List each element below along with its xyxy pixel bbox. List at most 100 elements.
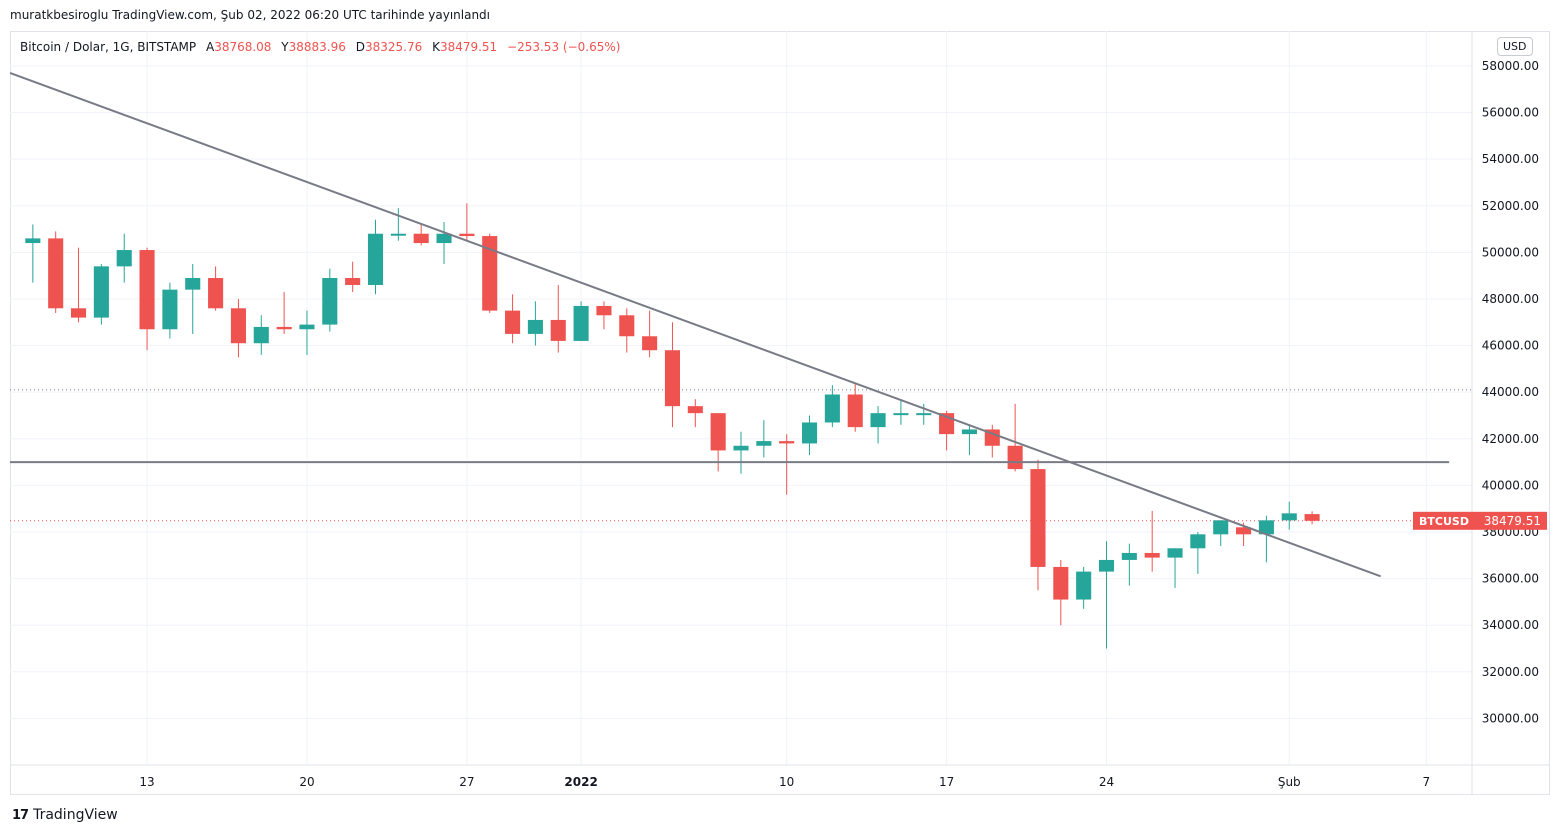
candle-body (527, 319, 543, 334)
price-tick-label: 34000.00 (1482, 618, 1539, 632)
candle-body (230, 308, 246, 344)
candle-body (322, 277, 338, 325)
candle (596, 301, 612, 330)
candle (299, 310, 315, 355)
candle-body (1121, 552, 1137, 560)
time-tick-label: 7 (1422, 775, 1430, 789)
candle-body (1236, 527, 1252, 535)
candle-body (961, 429, 977, 435)
candle-body (1304, 514, 1320, 521)
high-label: Y (281, 40, 289, 54)
candle (824, 385, 840, 428)
candle-body (70, 308, 87, 318)
candle (1121, 543, 1137, 586)
candle (984, 424, 1000, 458)
candle-body (1076, 571, 1092, 600)
candle-body (48, 238, 64, 309)
candle (1213, 520, 1229, 546)
price-tick-label: 50000.00 (1482, 245, 1539, 259)
chart-frame (10, 31, 1550, 795)
candle-body (1213, 520, 1229, 535)
candle (642, 310, 658, 358)
candle-body (345, 277, 361, 285)
open-value: 38768.08 (214, 40, 272, 54)
candle-body (1098, 559, 1115, 572)
candle (413, 224, 429, 246)
time-tick-label: 17 (939, 775, 954, 789)
candle-body (1144, 552, 1160, 558)
price-tick-label: 32000.00 (1482, 665, 1539, 679)
candle-body (139, 250, 155, 330)
candle-body (984, 429, 1000, 446)
candle (801, 415, 818, 456)
drawing-tools (9, 72, 1450, 578)
trendline (9, 72, 1381, 578)
candle (1167, 548, 1183, 588)
candle (116, 233, 132, 283)
candle-body (801, 422, 818, 444)
change-value: −253.53 (−0.65%) (507, 40, 621, 54)
candle (1258, 515, 1274, 563)
candle (505, 294, 521, 344)
candle (276, 291, 292, 334)
candle-body (733, 445, 749, 451)
candle (756, 420, 772, 458)
candle (1190, 531, 1206, 574)
candle (208, 266, 224, 311)
candle (1076, 566, 1092, 609)
candle (322, 268, 338, 332)
close-label: K (432, 40, 440, 54)
candle-body (710, 413, 726, 451)
candle-body (253, 326, 269, 344)
candle (25, 224, 41, 283)
price-tick-label: 54000.00 (1482, 152, 1539, 166)
time-tick-label: 24 (1099, 775, 1114, 789)
currency-button[interactable]: USD (1497, 37, 1533, 56)
candle-body (642, 336, 658, 351)
candle-body (1190, 534, 1206, 549)
candle (436, 222, 452, 265)
candle (687, 399, 703, 428)
time-tick-label: 20 (299, 775, 314, 789)
candle (253, 315, 269, 355)
candle-body (413, 233, 429, 244)
candle-body (916, 413, 932, 416)
brand-name: TradingView (33, 807, 118, 823)
candle (1030, 459, 1046, 591)
time-tick-label: Şub (1278, 775, 1301, 789)
tradingview-logo-icon: 17 (12, 807, 29, 823)
candle-body (505, 310, 521, 334)
price-tag-ticker: BTCUSD (1419, 515, 1469, 528)
candle-body (824, 394, 840, 423)
candle (48, 231, 64, 313)
price-tag-background (1413, 511, 1547, 530)
candle (893, 399, 909, 425)
candle (162, 282, 178, 339)
candle (482, 233, 498, 313)
price-tag-value: 38479.51 (1484, 514, 1541, 528)
price-tick-label: 42000.00 (1482, 432, 1539, 446)
candle-series (25, 203, 1320, 649)
candle (573, 301, 589, 341)
candle-body (756, 441, 772, 446)
candle-body (1258, 520, 1274, 535)
candle (1281, 501, 1297, 530)
time-tick-label: 10 (779, 775, 794, 789)
candle-body (390, 233, 406, 236)
candle (1304, 511, 1320, 525)
candle-body (459, 233, 475, 237)
candle-body (367, 233, 384, 285)
candle-body (1007, 445, 1023, 470)
candle-body (185, 277, 201, 290)
candle-body (550, 319, 566, 341)
price-tick-label: 58000.00 (1482, 59, 1539, 73)
candle (185, 264, 201, 334)
low-value: 38325.76 (364, 40, 423, 54)
candle (779, 434, 795, 495)
tradingview-logo[interactable]: 17 TradingView (12, 807, 118, 823)
close-value: 38479.51 (439, 40, 498, 54)
publication-header: muratkbesiroglu TradingView.com, Şub 02,… (10, 8, 491, 22)
price-tick-label: 52000.00 (1482, 199, 1539, 213)
price-tick-label: 48000.00 (1482, 292, 1539, 306)
